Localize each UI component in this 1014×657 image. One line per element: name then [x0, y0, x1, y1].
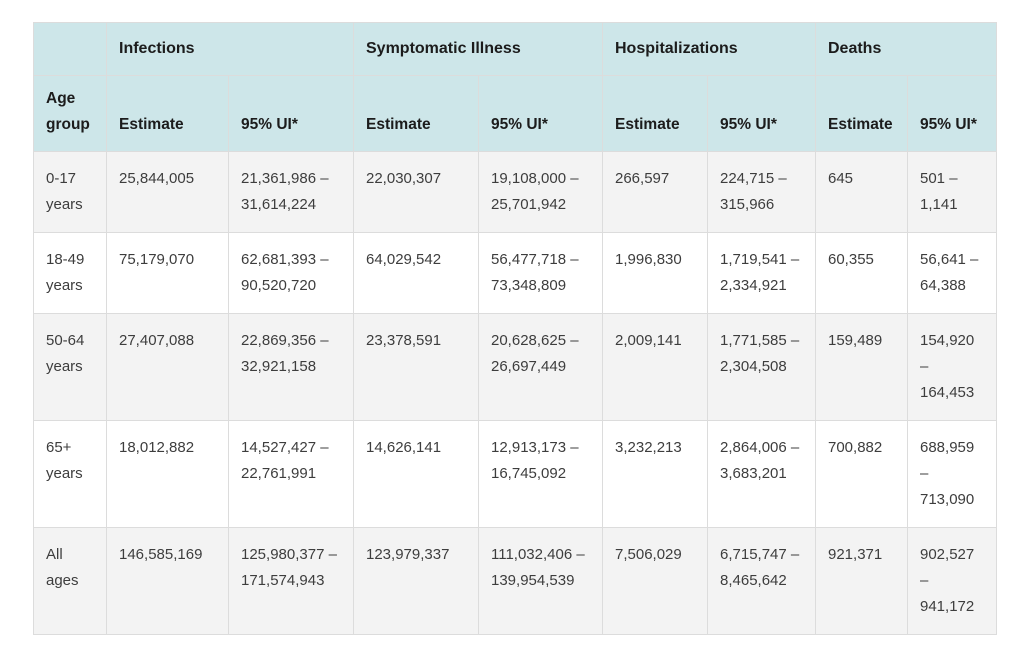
group-header-row: Infections Symptomatic Illness Hospitali…	[33, 22, 998, 76]
hospitalizations-estimate-cell: 266,597	[602, 151, 708, 233]
group-header-deaths: Deaths	[814, 22, 998, 76]
deaths-estimate-header: Estimate	[815, 75, 908, 152]
hospitalizations-ui-header: 95% UI*	[707, 75, 816, 152]
infections-ui-cell: 125,980,377 – 171,574,943	[228, 527, 354, 635]
deaths-ui-cell: 902,527 – 941,172	[906, 527, 998, 635]
burden-estimates-table: Infections Symptomatic Illness Hospitali…	[33, 22, 998, 635]
infections-estimate-cell: 25,844,005	[106, 151, 229, 233]
deaths-ui-header: 95% UI*	[906, 75, 998, 152]
deaths-estimate-cell: 60,355	[815, 232, 908, 314]
infections-estimate-cell: 75,179,070	[106, 232, 229, 314]
age-group-cell: 65+ years	[33, 420, 107, 528]
table-row-18-49: 18-49 years 75,179,070 62,681,393 – 90,5…	[33, 232, 998, 314]
symptomatic-ui-cell: 20,628,625 – 26,697,449	[478, 313, 603, 421]
symptomatic-ui-cell: 111,032,406 – 139,954,539	[478, 527, 603, 635]
deaths-estimate-cell: 700,882	[815, 420, 908, 528]
symptomatic-estimate-cell: 123,979,337	[353, 527, 479, 635]
table-row-0-17: 0-17 years 25,844,005 21,361,986 – 31,61…	[33, 151, 998, 233]
corner-cell	[33, 22, 107, 76]
hospitalizations-ui-cell: 1,771,585 – 2,304,508	[707, 313, 816, 421]
table-row-all-ages: All ages 146,585,169 125,980,377 – 171,5…	[33, 527, 998, 635]
infections-ui-header: 95% UI*	[228, 75, 354, 152]
infections-ui-cell: 62,681,393 – 90,520,720	[228, 232, 354, 314]
deaths-ui-cell: 154,920 – 164,453	[906, 313, 998, 421]
infections-estimate-header: Estimate	[106, 75, 229, 152]
age-group-cell: All ages	[33, 527, 107, 635]
hospitalizations-estimate-cell: 3,232,213	[602, 420, 708, 528]
infections-ui-cell: 22,869,356 – 32,921,158	[228, 313, 354, 421]
group-header-infections: Infections	[106, 22, 354, 76]
sub-header-row: Age group Estimate 95% UI* Estimate 95% …	[33, 75, 998, 152]
symptomatic-estimate-header: Estimate	[353, 75, 479, 152]
deaths-ui-cell: 56,641 – 64,388	[906, 232, 998, 314]
deaths-estimate-cell: 645	[815, 151, 908, 233]
page-content: Infections Symptomatic Illness Hospitali…	[33, 22, 998, 635]
infections-estimate-cell: 18,012,882	[106, 420, 229, 528]
hospitalizations-ui-cell: 224,715 – 315,966	[707, 151, 816, 233]
symptomatic-estimate-cell: 22,030,307	[353, 151, 479, 233]
hospitalizations-estimate-cell: 1,996,830	[602, 232, 708, 314]
symptomatic-estimate-cell: 64,029,542	[353, 232, 479, 314]
hospitalizations-estimate-cell: 7,506,029	[602, 527, 708, 635]
symptomatic-ui-cell: 56,477,718 – 73,348,809	[478, 232, 603, 314]
group-header-symptomatic-illness: Symptomatic Illness	[353, 22, 603, 76]
infections-estimate-cell: 146,585,169	[106, 527, 229, 635]
table-row-50-64: 50-64 years 27,407,088 22,869,356 – 32,9…	[33, 313, 998, 421]
deaths-ui-cell: 688,959 – 713,090	[906, 420, 998, 528]
symptomatic-ui-header: 95% UI*	[478, 75, 603, 152]
hospitalizations-ui-cell: 2,864,006 – 3,683,201	[707, 420, 816, 528]
hospitalizations-ui-cell: 1,719,541 – 2,334,921	[707, 232, 816, 314]
symptomatic-estimate-cell: 14,626,141	[353, 420, 479, 528]
group-header-hospitalizations: Hospitalizations	[602, 22, 816, 76]
infections-ui-cell: 14,527,427 – 22,761,991	[228, 420, 354, 528]
hospitalizations-estimate-header: Estimate	[602, 75, 708, 152]
hospitalizations-estimate-cell: 2,009,141	[602, 313, 708, 421]
age-group-cell: 0-17 years	[33, 151, 107, 233]
hospitalizations-ui-cell: 6,715,747 – 8,465,642	[707, 527, 816, 635]
age-group-cell: 18-49 years	[33, 232, 107, 314]
deaths-estimate-cell: 921,371	[815, 527, 908, 635]
infections-estimate-cell: 27,407,088	[106, 313, 229, 421]
table-row-65-plus: 65+ years 18,012,882 14,527,427 – 22,761…	[33, 420, 998, 528]
deaths-estimate-cell: 159,489	[815, 313, 908, 421]
deaths-ui-cell: 501 – 1,141	[906, 151, 998, 233]
symptomatic-ui-cell: 12,913,173 – 16,745,092	[478, 420, 603, 528]
infections-ui-cell: 21,361,986 – 31,614,224	[228, 151, 354, 233]
symptomatic-ui-cell: 19,108,000 – 25,701,942	[478, 151, 603, 233]
age-group-header: Age group	[33, 75, 107, 152]
symptomatic-estimate-cell: 23,378,591	[353, 313, 479, 421]
age-group-cell: 50-64 years	[33, 313, 107, 421]
